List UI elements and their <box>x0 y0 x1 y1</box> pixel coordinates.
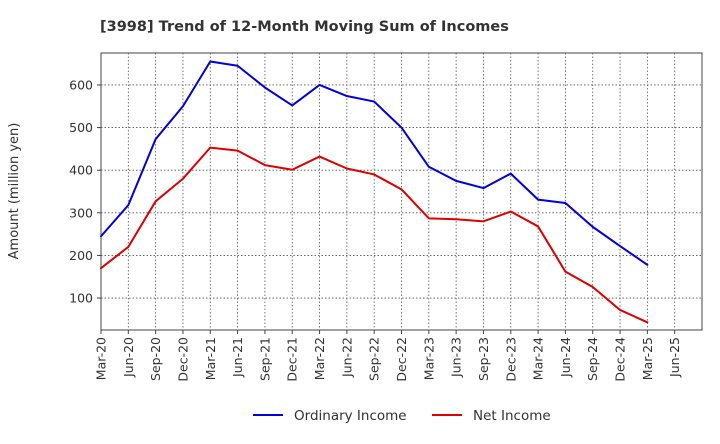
x-tick-label: Jun-21 <box>230 337 245 378</box>
x-tick-label: Sep-24 <box>585 337 600 381</box>
x-tick-label: Jun-25 <box>667 337 682 378</box>
x-tick-label: Dec-24 <box>613 337 628 382</box>
x-tick-label: Sep-22 <box>367 337 382 381</box>
x-tick-label: Sep-23 <box>476 337 491 381</box>
x-tick-label: Sep-21 <box>257 337 272 381</box>
legend: Ordinary Income Net Income <box>253 408 551 424</box>
y-tick-label: 300 <box>69 205 93 220</box>
ordinary-income-line <box>100 60 649 266</box>
y-tick-label: 200 <box>69 248 93 263</box>
legend-label-ordinary-income: Ordinary Income <box>294 408 407 424</box>
x-tick-label: Dec-22 <box>394 337 409 382</box>
y-axis-label: Amount (million yen) <box>7 123 22 260</box>
x-tick-label: Mar-25 <box>640 337 655 380</box>
x-tick-label: Jun-24 <box>558 337 573 378</box>
y-tick-label: 500 <box>69 120 93 135</box>
series-layer <box>100 60 649 324</box>
x-tick-label: Sep-20 <box>148 337 163 381</box>
legend-label-net-income: Net Income <box>473 408 551 424</box>
x-tick-label: Jun-22 <box>339 337 354 378</box>
x-tick-label: Mar-23 <box>421 337 436 380</box>
y-tick-label: 100 <box>69 291 93 306</box>
x-tick-label: Dec-23 <box>503 337 518 382</box>
chart-title: [3998] Trend of 12-Month Moving Sum of I… <box>100 19 509 35</box>
x-tick-label: Mar-20 <box>94 337 109 380</box>
x-tick-label: Mar-24 <box>531 337 546 380</box>
x-tick-label: Jun-23 <box>449 337 464 378</box>
net-income-line <box>100 146 649 324</box>
x-tick-label: Dec-20 <box>175 337 190 382</box>
y-tick-label: 400 <box>69 163 93 178</box>
x-tick-label: Mar-21 <box>203 337 218 380</box>
x-tick-label: Jun-20 <box>121 337 136 378</box>
x-tick-label: Mar-22 <box>312 337 327 380</box>
axis-layer: 100 200 300 400 500 600 Mar-20 Jun-20 Sep-20 Dec-… <box>69 52 703 382</box>
y-tick-label: 600 <box>69 77 93 92</box>
x-tick-label: Dec-21 <box>285 337 300 382</box>
